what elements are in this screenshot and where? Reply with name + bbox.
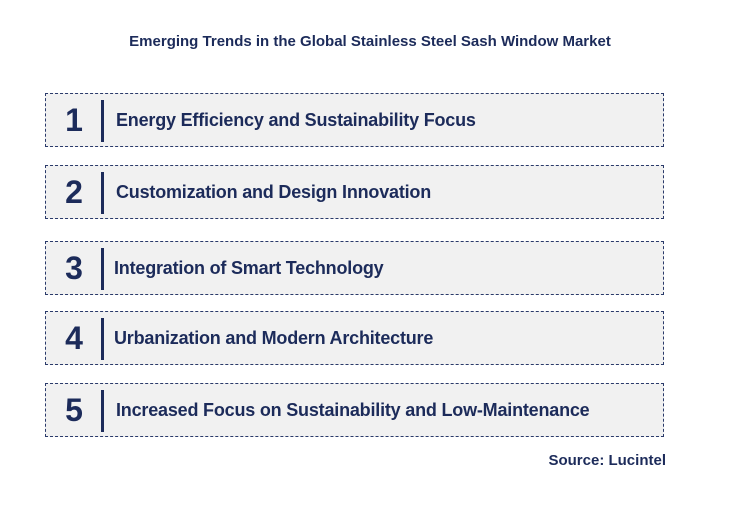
trend-item-3: 3 Integration of Smart Technology [45, 241, 664, 295]
trend-label: Integration of Smart Technology [114, 257, 384, 278]
trend-label: Customization and Design Innovation [116, 181, 432, 202]
trend-divider [101, 172, 104, 214]
trend-label: Urbanization and Modern Architecture [114, 327, 434, 348]
trend-item-5: 5 Increased Focus on Sustainability and … [45, 383, 664, 437]
source-credit: Source: Lucintel [548, 452, 666, 469]
trend-label: Energy Efficiency and Sustainability Foc… [116, 109, 476, 130]
trend-number: 5 [65, 391, 83, 428]
trend-number: 4 [65, 319, 83, 356]
trend-item-1: 1 Energy Efficiency and Sustainability F… [45, 93, 664, 147]
diagram-title: Emerging Trends in the Global Stainless … [129, 33, 611, 50]
trend-item-4: 4 Urbanization and Modern Architecture [45, 311, 664, 365]
trend-number: 1 [65, 101, 83, 138]
trend-number: 3 [65, 249, 83, 286]
trend-label: Increased Focus on Sustainability and Lo… [116, 399, 590, 420]
trend-number: 2 [65, 173, 83, 210]
trend-divider [101, 318, 104, 360]
trend-divider [101, 100, 104, 142]
trend-item-2: 2 Customization and Design Innovation [45, 165, 664, 219]
trend-divider [101, 248, 104, 290]
trend-divider [101, 390, 104, 432]
